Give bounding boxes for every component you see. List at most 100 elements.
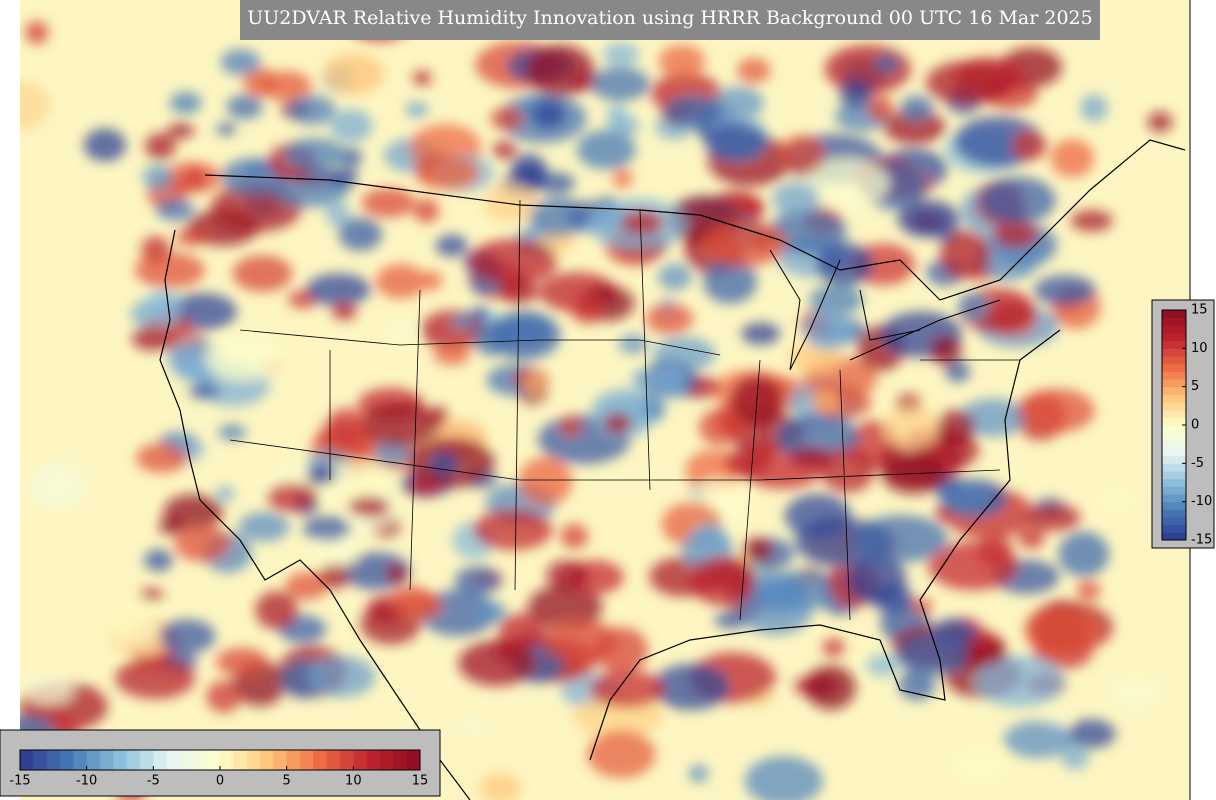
field-blob xyxy=(20,81,50,130)
colorbar-bin xyxy=(1162,371,1186,380)
field-blob xyxy=(714,611,747,629)
colorbar-bin xyxy=(246,750,261,770)
field-blob xyxy=(348,495,390,518)
colorbar-bin xyxy=(406,750,421,770)
field-blob xyxy=(820,448,875,493)
colorbar-bin xyxy=(1162,532,1186,541)
field-blob xyxy=(255,590,298,630)
map-title: UU2DVAR Relative Humidity Innovation usi… xyxy=(247,7,1092,29)
colorbar-bin xyxy=(113,750,128,770)
field-blob xyxy=(1058,531,1110,577)
field-blob xyxy=(473,509,553,551)
field-blob xyxy=(925,60,1012,105)
colorbar-bin xyxy=(1162,417,1186,426)
field-blob xyxy=(326,408,367,443)
field-blob xyxy=(139,588,164,602)
colorbar-bin xyxy=(180,750,194,770)
field-blob xyxy=(285,572,328,601)
field-blob xyxy=(945,360,971,383)
colorbar-tick-label: 10 xyxy=(345,774,362,789)
field-blob xyxy=(980,176,1056,224)
field-blob xyxy=(784,493,852,539)
colorbar-bin xyxy=(206,750,221,770)
field-blob xyxy=(805,665,856,710)
field-blob xyxy=(720,410,744,433)
field-blob xyxy=(816,242,873,286)
colorbar-tick-label: 15 xyxy=(412,774,429,789)
field-blob xyxy=(361,403,441,446)
field-blob xyxy=(839,79,873,108)
field-blob xyxy=(142,164,173,191)
field-blob xyxy=(703,258,758,304)
colorbar-bin xyxy=(340,750,354,770)
field-blob xyxy=(822,638,845,657)
field-blob xyxy=(461,715,483,735)
field-blob xyxy=(957,292,989,322)
field-blob xyxy=(809,284,863,316)
field-blob xyxy=(1004,720,1072,759)
field-blob xyxy=(736,57,771,84)
field-blob xyxy=(361,187,416,218)
field-blob xyxy=(645,303,694,335)
field-blob xyxy=(413,198,440,223)
field-blob xyxy=(930,336,962,366)
colorbar-bin xyxy=(273,750,288,770)
field-blob xyxy=(323,53,385,96)
field-blob xyxy=(1076,580,1101,601)
field-blob xyxy=(288,94,336,126)
colorbar-bin xyxy=(1162,402,1186,411)
colorbar-tick-label: -5 xyxy=(1191,456,1204,471)
field-blob xyxy=(226,94,263,120)
colorbar-bin xyxy=(1162,478,1186,487)
colorbar-tick-label: 0 xyxy=(1191,418,1199,433)
colorbar-bin xyxy=(1162,509,1186,518)
field-blob xyxy=(325,202,351,227)
field-blob xyxy=(900,95,934,122)
field-blob xyxy=(144,289,183,328)
field-blob xyxy=(1024,607,1101,656)
field-blob xyxy=(934,504,953,522)
field-blob xyxy=(525,44,595,97)
colorbar-bin xyxy=(73,750,88,770)
colorbar-bin xyxy=(1162,409,1186,418)
colorbar-bin xyxy=(1162,379,1186,388)
colorbar-bin xyxy=(233,750,248,770)
field-blob xyxy=(883,109,946,144)
field-blob xyxy=(652,663,730,711)
field-blob xyxy=(1060,744,1090,770)
field-blob xyxy=(536,172,576,194)
colorbar-bin xyxy=(1162,486,1186,495)
field-blob xyxy=(768,209,847,254)
colorbar-bin xyxy=(1162,463,1186,472)
field-blob xyxy=(518,457,573,506)
field-blob xyxy=(169,91,202,114)
colorbar-bin xyxy=(126,750,141,770)
field-blob xyxy=(451,314,477,329)
field-blob xyxy=(156,198,195,222)
field-blob xyxy=(283,137,346,171)
colorbar-bin xyxy=(1162,455,1186,464)
field-blob xyxy=(143,549,173,572)
field-blob xyxy=(896,634,971,676)
field-blob xyxy=(420,270,443,291)
field-blob xyxy=(182,167,206,190)
field-blob xyxy=(866,653,900,677)
field-blob xyxy=(473,601,508,623)
colorbar-tick-label: 0 xyxy=(216,774,224,789)
field-blob xyxy=(704,122,768,162)
colorbar-bin xyxy=(366,750,381,770)
field-blob xyxy=(546,560,589,591)
field-blob xyxy=(484,183,539,223)
field-blob xyxy=(407,474,442,497)
field-blob xyxy=(303,515,351,542)
colorbar-tick-label: -5 xyxy=(147,774,160,789)
colorbar-bin xyxy=(60,750,74,770)
field-blob xyxy=(570,293,604,324)
field-blob xyxy=(542,618,618,664)
colorbar-bin xyxy=(1162,494,1186,503)
field-blob xyxy=(847,554,907,605)
field-blob xyxy=(620,210,664,235)
field-blob xyxy=(1098,484,1134,516)
field-blob xyxy=(701,220,787,267)
